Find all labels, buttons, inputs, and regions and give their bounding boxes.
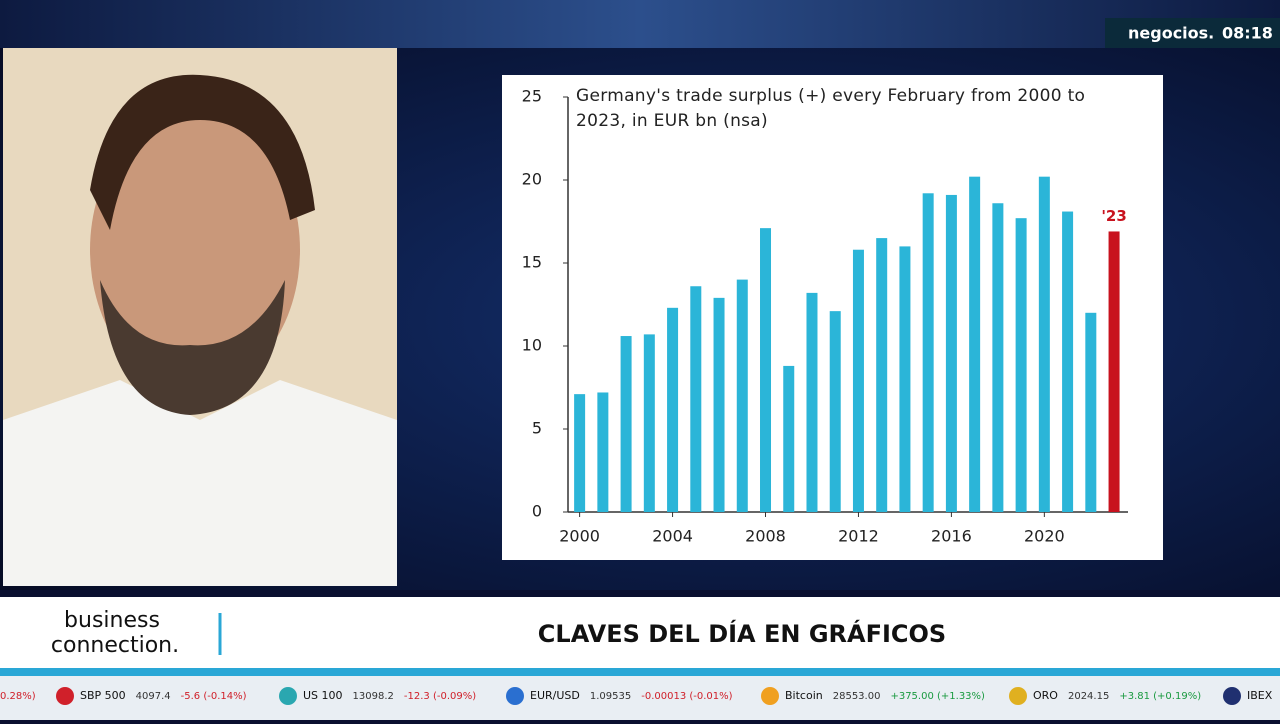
ticker-name: EUR/USD — [530, 689, 580, 702]
ticker — [0, 676, 1280, 720]
ticker-change: -0.00013 (-0.01%) — [641, 691, 732, 702]
bar — [806, 292, 818, 512]
bar — [992, 203, 1004, 513]
ticker-icon — [279, 687, 297, 705]
ticker-icon — [1009, 687, 1027, 705]
ticker-name: IBEX — [1247, 689, 1273, 702]
ticker-price: 4097.4 — [136, 691, 171, 702]
banner-stripe — [0, 668, 1280, 676]
ticker-change: +3.81 (+0.19%) — [1119, 691, 1201, 702]
top-bar — [0, 0, 1280, 48]
bar — [899, 246, 911, 512]
x-tick-label: 2008 — [745, 527, 786, 546]
bar — [643, 334, 655, 512]
bar — [783, 365, 795, 512]
bar — [1038, 176, 1050, 512]
y-tick-label: 10 — [522, 336, 542, 355]
ticker-price: 1.09535 — [590, 691, 631, 702]
bar — [574, 394, 586, 512]
bar — [1062, 211, 1074, 513]
ticker-name: US 100 — [303, 689, 343, 702]
headline: CLAVES DEL DÍA EN GRÁFICOS — [538, 619, 946, 648]
ticker-price: 2024.15 — [1068, 691, 1109, 702]
x-tick-label: 2016 — [931, 527, 972, 546]
bar — [690, 286, 702, 512]
logo: connection. — [51, 633, 179, 658]
ticker-icon — [761, 687, 779, 705]
annotation: '23 — [1101, 207, 1126, 225]
x-tick-label: 2012 — [838, 527, 879, 546]
bar — [945, 194, 957, 512]
ticker-price: 13098.2 — [353, 691, 394, 702]
x-tick-label: 2020 — [1024, 527, 1065, 546]
ticker-name: SBP 500 — [80, 689, 126, 702]
ticker-change: -5.6 (-0.14%) — [181, 691, 247, 702]
ticker-change: 0.28%) — [0, 691, 36, 702]
ticker-price: 28553.00 — [833, 691, 881, 702]
y-tick-label: 15 — [522, 253, 542, 272]
chart-title: Germany's trade surplus (+) every Februa… — [576, 86, 1086, 131]
bar — [922, 193, 934, 512]
y-tick-label: 5 — [532, 419, 542, 438]
ticker-name: ORO — [1033, 689, 1058, 702]
video-feed — [3, 48, 397, 586]
bar — [876, 238, 888, 512]
y-tick-label: 0 — [532, 502, 542, 521]
beard — [100, 280, 285, 415]
bar — [852, 249, 864, 512]
hair — [90, 74, 315, 230]
bar — [736, 279, 748, 512]
bar — [713, 297, 725, 512]
clock-box — [1105, 18, 1280, 48]
bar — [760, 228, 772, 512]
bar — [829, 311, 841, 512]
x-tick-label: 2000 — [559, 527, 600, 546]
x-tick-label: 2004 — [652, 527, 693, 546]
ticker-icon — [506, 687, 524, 705]
ticker-icon — [56, 687, 74, 705]
bar — [597, 392, 609, 512]
ticker-name: Bitcoin — [785, 689, 823, 702]
bar — [1108, 231, 1120, 512]
clock: 08:18 — [1222, 24, 1273, 43]
bar — [1085, 312, 1097, 512]
bar — [969, 176, 981, 512]
shirt — [3, 380, 397, 586]
ticker-change: +375.00 (+1.33%) — [890, 691, 985, 702]
y-tick-label: 20 — [522, 170, 542, 189]
bar — [667, 307, 679, 512]
ticker-change: -12.3 (-0.09%) — [404, 691, 476, 702]
bar — [620, 336, 632, 512]
logo: business — [64, 608, 160, 633]
banner — [0, 597, 1280, 668]
brand: negocios. — [1128, 24, 1214, 43]
bar — [1015, 218, 1027, 512]
y-tick-label: 25 — [522, 87, 542, 106]
ticker-icon — [1223, 687, 1241, 705]
face — [90, 110, 300, 390]
